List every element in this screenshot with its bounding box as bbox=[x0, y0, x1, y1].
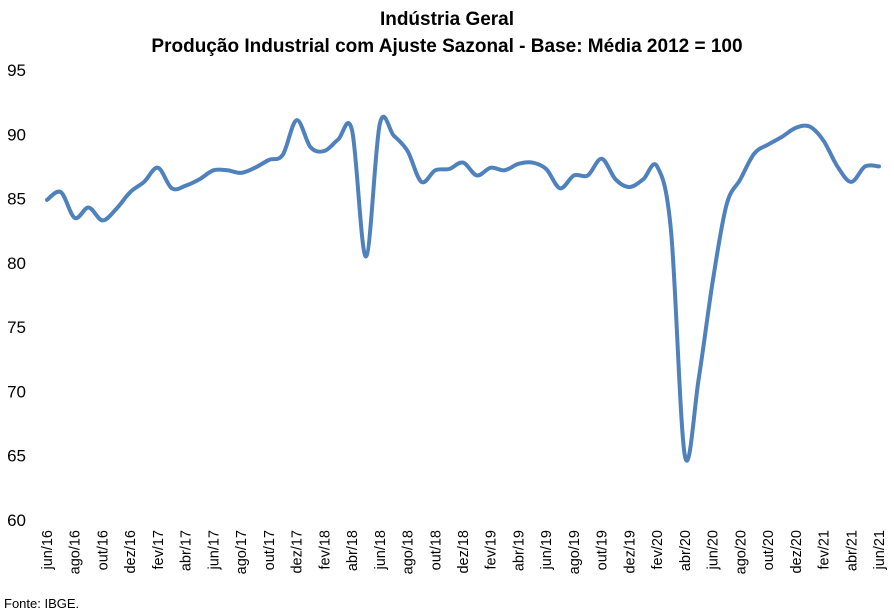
x-tick-label: out/17 bbox=[262, 530, 278, 570]
chart-title-block: Indústria Geral Produção Industrial com … bbox=[0, 6, 894, 60]
x-tick-label: jun/21 bbox=[872, 530, 888, 571]
y-axis: 95 90 85 80 75 70 65 60 bbox=[7, 61, 26, 530]
x-tick-label: abr/17 bbox=[179, 530, 195, 571]
y-tick-label: 65 bbox=[7, 447, 26, 466]
y-tick-label: 60 bbox=[7, 511, 26, 530]
x-axis: jun/16 ago/16 out/16 dez/16 fev/17 abr/17 jun/… bbox=[40, 530, 888, 574]
y-tick-label: 75 bbox=[7, 318, 26, 337]
x-tick-label: ago/17 bbox=[234, 530, 250, 574]
x-tick-label: out/16 bbox=[95, 530, 111, 570]
x-tick-label: fev/21 bbox=[817, 530, 833, 570]
x-tick-label: dez/17 bbox=[290, 530, 306, 574]
x-tick-label: jun/18 bbox=[373, 530, 389, 571]
x-tick-label: dez/19 bbox=[622, 530, 638, 574]
x-tick-label: abr/19 bbox=[511, 530, 527, 571]
y-tick-label: 95 bbox=[7, 61, 26, 80]
x-tick-label: fev/18 bbox=[317, 530, 333, 570]
x-tick-label: out/20 bbox=[761, 530, 777, 570]
x-tick-label: dez/20 bbox=[789, 530, 805, 574]
y-tick-label: 90 bbox=[7, 125, 26, 144]
x-tick-label: jun/19 bbox=[539, 530, 555, 571]
x-tick-label: fev/20 bbox=[650, 530, 666, 570]
x-tick-label: jun/20 bbox=[706, 530, 722, 571]
x-tick-label: fev/19 bbox=[484, 530, 500, 570]
x-tick-label: ago/18 bbox=[401, 530, 417, 574]
chart-title: Indústria Geral bbox=[379, 9, 515, 30]
x-tick-label: jun/17 bbox=[206, 530, 222, 571]
series-line bbox=[45, 114, 881, 463]
y-tick-label: 70 bbox=[7, 382, 26, 401]
x-tick-label: out/18 bbox=[428, 530, 444, 570]
chart-subtitle: Produção Industrial com Ajuste Sazonal -… bbox=[151, 36, 743, 57]
y-tick-label: 85 bbox=[7, 190, 26, 209]
x-tick-label: jun/16 bbox=[40, 530, 56, 571]
y-tick-label: 80 bbox=[7, 254, 26, 273]
source-note: Fonte: IBGE. bbox=[4, 596, 80, 611]
x-tick-label: abr/18 bbox=[345, 530, 361, 571]
x-tick-label: ago/20 bbox=[733, 530, 749, 574]
x-tick-label: fev/17 bbox=[151, 530, 167, 570]
x-tick-label: dez/16 bbox=[123, 530, 139, 574]
x-tick-label: out/19 bbox=[595, 530, 611, 570]
x-tick-label: abr/21 bbox=[844, 530, 860, 571]
x-tick-label: dez/18 bbox=[456, 530, 472, 574]
x-tick-label: abr/20 bbox=[678, 530, 694, 571]
x-tick-label: ago/19 bbox=[567, 530, 583, 574]
x-tick-label: ago/16 bbox=[68, 530, 84, 574]
